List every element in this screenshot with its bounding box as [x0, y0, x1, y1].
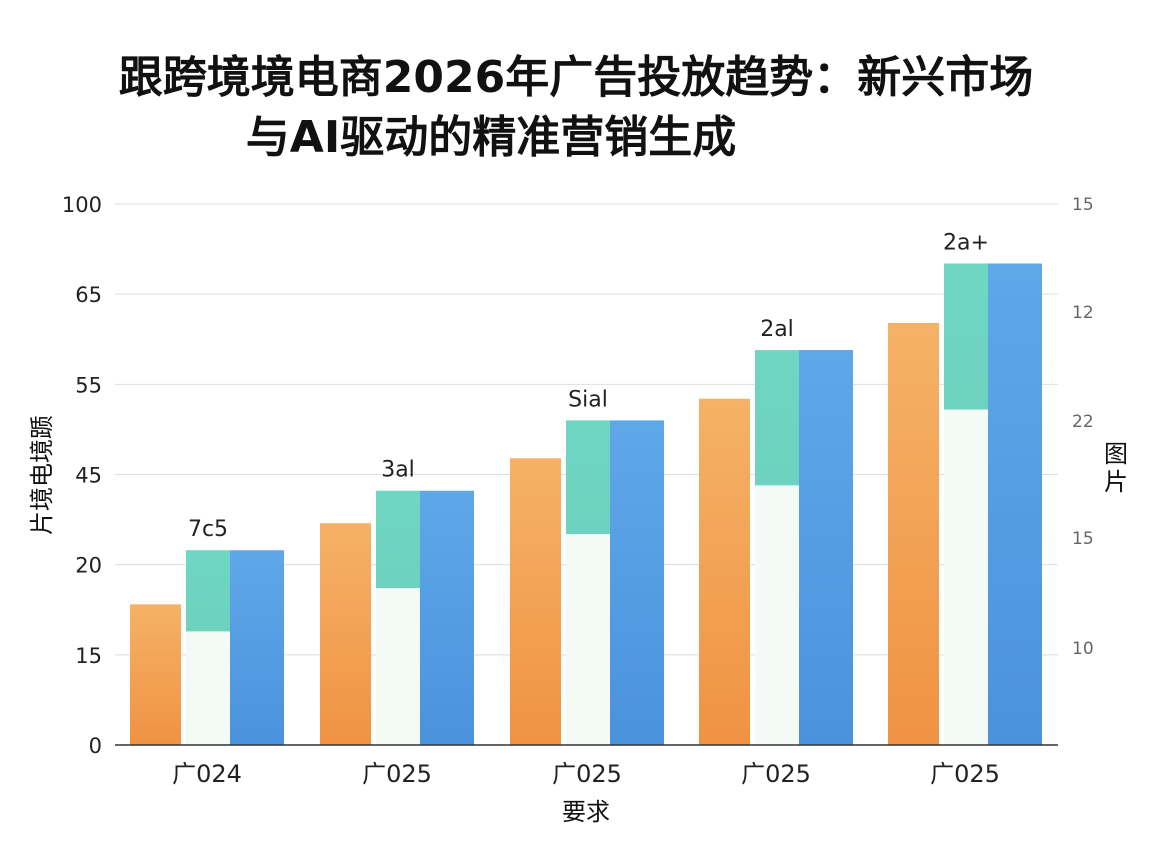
x-tick-label: 广024 — [172, 760, 242, 788]
y2-tick-label: 15 — [1072, 529, 1094, 549]
title-line-1: 跟跨境境电商2026年广告投放趋势：新兴市场 — [118, 52, 1034, 103]
bar-orange — [699, 398, 750, 745]
bar-orange — [888, 323, 939, 745]
y2-axis-title: 图片 — [1104, 440, 1128, 496]
bar-white — [566, 534, 610, 745]
bar-orange — [130, 604, 181, 745]
bar-blue — [988, 263, 1042, 745]
y-tick-label: 0 — [89, 734, 102, 758]
bar-blue — [230, 550, 284, 745]
chart-title: 跟跨境境电商2026年广告投放趋势：新兴市场 与AI驱动的精准营销生成 — [0, 48, 1152, 168]
x-axis: 广024 广025 广025 广025 广025 — [172, 760, 1000, 788]
data-label: 3al — [381, 458, 415, 483]
x-axis-title: 要求 — [562, 798, 610, 826]
y2-axis-title-char: 片 — [1104, 468, 1128, 496]
bar-white — [944, 409, 988, 745]
bar-orange — [320, 523, 371, 745]
y-axis-left: 100 65 55 45 20 15 0 — [62, 193, 102, 758]
bar-orange — [510, 458, 561, 745]
data-label: 2a+ — [943, 231, 989, 256]
bar-blue — [420, 490, 474, 745]
data-label: 2al — [760, 317, 794, 342]
y2-tick-label: 12 — [1072, 303, 1094, 323]
bar-white — [376, 588, 420, 745]
x-tick-label: 广025 — [741, 760, 811, 788]
bar-blue — [799, 350, 853, 745]
y2-tick-label: 15 — [1072, 195, 1094, 215]
y-tick-label: 15 — [75, 644, 102, 668]
y-tick-label: 45 — [75, 464, 102, 488]
title-line-2: 与AI驱动的精准营销生成 — [245, 112, 737, 163]
x-tick-label: 广025 — [930, 760, 1000, 788]
y-tick-label: 20 — [75, 554, 102, 578]
y-axis-title: 片境电境踬 — [28, 415, 56, 535]
y-tick-label: 65 — [75, 283, 102, 307]
x-tick-label: 广025 — [362, 760, 432, 788]
y-tick-label: 100 — [62, 193, 102, 217]
bar-blue — [610, 420, 664, 745]
y2-tick-label: 22 — [1072, 412, 1094, 432]
data-label: Sial — [568, 387, 608, 412]
x-tick-label: 广025 — [552, 760, 622, 788]
bar-white — [186, 631, 230, 745]
y-tick-label: 55 — [75, 373, 102, 397]
bar-white — [755, 485, 799, 745]
y-axis-right: 15 12 22 15 10 — [1072, 195, 1094, 659]
data-label: 7c5 — [188, 517, 228, 542]
data-labels: 7c5 3al Sial 2al 2a+ — [188, 231, 989, 543]
y2-tick-label: 10 — [1072, 639, 1094, 659]
y2-axis-title-char: 图 — [1104, 440, 1128, 468]
bars — [130, 263, 1042, 745]
